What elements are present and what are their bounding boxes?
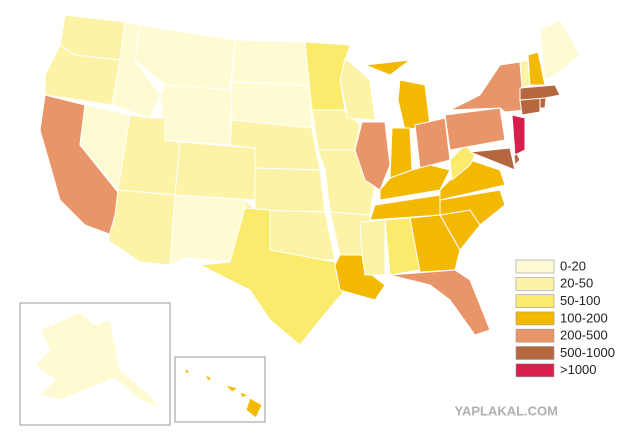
- legend-swatch: [515, 311, 555, 326]
- state: [439, 189, 506, 226]
- legend-label: >1000: [560, 362, 597, 377]
- state: [389, 269, 491, 336]
- state: [469, 147, 516, 171]
- state: [304, 41, 351, 111]
- state: [519, 97, 541, 116]
- legend-label: 100-200: [560, 310, 608, 325]
- legend-label: 50-100: [560, 293, 600, 308]
- state: [339, 57, 376, 121]
- legend-swatch: [515, 259, 555, 274]
- state: [107, 189, 176, 266]
- legend-swatch: [515, 346, 555, 360]
- state: [198, 207, 346, 346]
- legend-label: 200-500: [560, 328, 608, 343]
- state: [223, 384, 240, 393]
- state: [527, 51, 546, 86]
- state: [203, 374, 213, 382]
- state: [414, 117, 451, 169]
- legend: 0-20 20-50 50-100 100-200 200-500 500-1000 >10…: [515, 258, 615, 378]
- state: [34, 311, 162, 410]
- state: [239, 391, 250, 399]
- legend-swatch: [515, 294, 555, 308]
- state: [539, 19, 581, 81]
- hawaii-inset: [174, 356, 266, 423]
- state: [444, 107, 506, 151]
- state: [539, 97, 547, 109]
- alaska-inset: [19, 302, 171, 426]
- legend-swatch: [515, 363, 555, 378]
- watermark: YAPLAKAL.COM: [454, 403, 558, 418]
- state: [359, 219, 386, 276]
- state: [519, 84, 561, 101]
- state: [245, 397, 263, 419]
- legend-swatch: [515, 276, 555, 291]
- legend-swatch: [515, 328, 555, 343]
- legend-label: 20-50: [560, 276, 593, 291]
- state: [449, 61, 526, 113]
- states: [34, 14, 581, 419]
- state: [409, 214, 461, 273]
- state: [389, 127, 413, 179]
- legend-label: 500-1000: [560, 345, 615, 360]
- state: [254, 167, 326, 213]
- state: [169, 194, 246, 266]
- state: [364, 59, 412, 76]
- state: [511, 114, 526, 156]
- state: [184, 366, 191, 375]
- state: [231, 39, 311, 86]
- state: [159, 84, 233, 146]
- state: [174, 141, 256, 201]
- state: [311, 109, 361, 151]
- state: [379, 164, 451, 201]
- legend-label: 0-20: [560, 258, 586, 273]
